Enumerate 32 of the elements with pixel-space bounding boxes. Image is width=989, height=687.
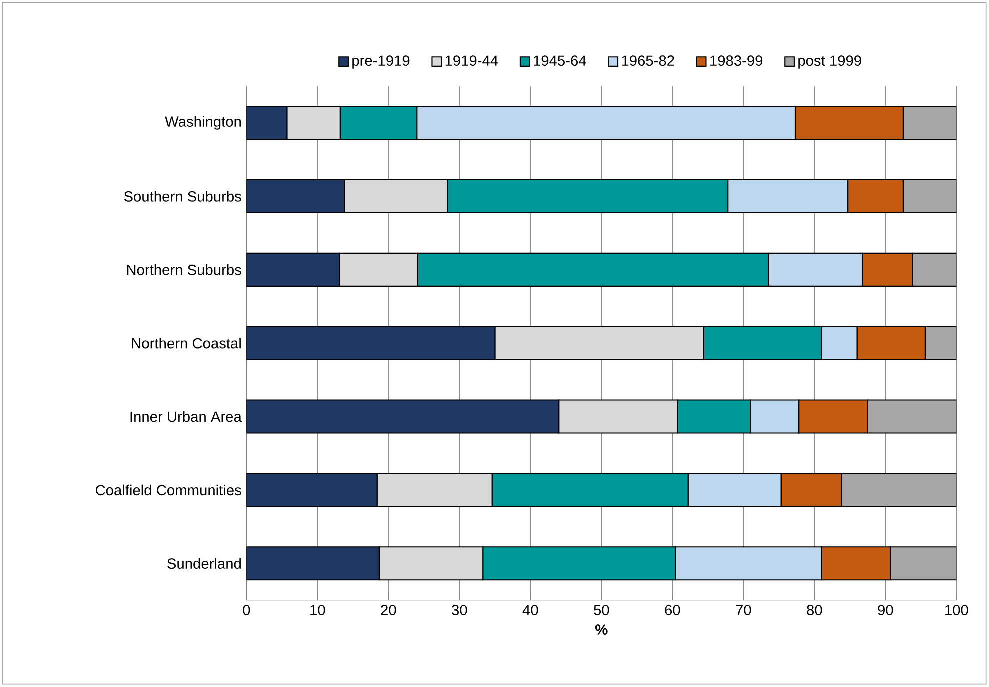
x-tick-label: 30 [452,605,468,616]
legend-label: pre-1919 [352,56,410,69]
x-tick-label: 100 [946,605,968,616]
bar [246,473,378,508]
x-tick-label: 90 [878,605,894,616]
y-tick-label: Inner Urban Area [130,411,242,422]
legend-label: 1965-82 [622,56,674,66]
bar [246,546,380,581]
bar [246,106,288,140]
x-tick-label: 60 [665,605,680,616]
x-tick-label: 70 [736,605,752,616]
x-tick-label: 40 [522,605,538,616]
y-tick-label: Sunderland [168,558,241,570]
x-tick-label: 20 [381,605,396,616]
x-tick-label: 0 [243,605,250,616]
legend-label: 1945-64 [534,56,586,66]
bar [246,179,346,214]
x-tick-label: 10 [310,605,326,616]
bar [246,326,496,360]
x-tick-label: 80 [807,605,822,616]
y-tick-label: Washington [165,116,241,130]
y-tick-label: Southern Suburbs [124,191,242,202]
bar [246,400,560,434]
x-tick-label: 50 [594,605,610,616]
y-tick-label: Coalfield Communities [96,484,242,496]
y-tick-label: Northern Coastal [132,338,241,349]
y-tick-label: Northern Suburbs [127,264,242,276]
x-axis-title: % [596,624,608,635]
legend-label: post 1999 [798,56,862,69]
legend-label: 1983-99 [710,56,763,66]
legend-label: 1919-44 [446,56,498,66]
bar [246,252,340,287]
